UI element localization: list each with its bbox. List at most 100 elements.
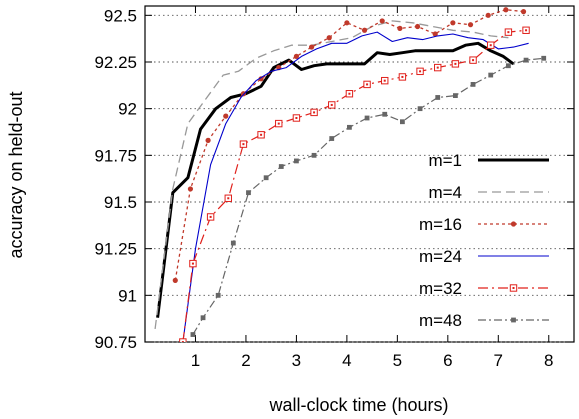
data-point [488, 72, 494, 78]
data-point [258, 76, 264, 82]
legend-entry: m=32 [419, 279, 549, 298]
legend-entry: m=4 [428, 183, 549, 202]
data-point-center [209, 215, 212, 218]
y-tick-label: 92 [118, 100, 137, 119]
data-point [172, 277, 178, 283]
data-point-center [472, 59, 475, 62]
data-point [364, 115, 370, 121]
data-point [470, 82, 476, 87]
series-line [154, 20, 509, 329]
series-line [156, 41, 515, 318]
legend-entry: m=16 [419, 215, 549, 234]
data-point-center [454, 62, 457, 65]
legend-marker [511, 317, 516, 323]
data-point [190, 332, 196, 337]
data-point-center [260, 133, 263, 136]
data-point [205, 137, 211, 143]
data-point-center [227, 197, 230, 200]
data-point [467, 22, 474, 28]
series-0 [156, 41, 515, 318]
data-point [505, 63, 511, 69]
y-tick-label: 91 [118, 286, 137, 305]
data-point [541, 55, 547, 61]
x-tick-label: 8 [544, 351, 553, 370]
data-point-center [525, 29, 528, 32]
x-tick-label: 6 [443, 351, 452, 370]
data-point [215, 292, 221, 298]
series-3 [182, 31, 529, 342]
data-point [400, 119, 405, 125]
legend-label: m=4 [428, 183, 462, 202]
data-point [329, 136, 335, 141]
data-point [223, 113, 229, 119]
data-point [417, 106, 423, 112]
data-point [347, 124, 352, 130]
series-line [182, 31, 529, 342]
data-point [450, 20, 456, 26]
y-tick-label: 91.5 [104, 193, 137, 212]
y-tick-label: 90.75 [94, 333, 137, 352]
data-point-center [295, 117, 298, 119]
legend-marker [510, 221, 517, 227]
data-point [523, 57, 529, 63]
data-point [361, 27, 368, 33]
data-point [293, 53, 300, 60]
legend-label: m=16 [419, 215, 462, 234]
data-point [397, 25, 403, 31]
data-point-center [401, 75, 404, 78]
data-point [326, 35, 332, 41]
data-point [246, 190, 251, 196]
y-axis-label: accuracy on held-out [6, 91, 26, 258]
series-layer [154, 7, 547, 342]
data-point [278, 164, 284, 169]
data-point-center [436, 66, 439, 69]
x-tick-label: 1 [191, 351, 200, 370]
x-tick-label: 5 [393, 351, 402, 370]
data-point-center [489, 44, 492, 47]
data-point-center [242, 143, 245, 146]
data-point [294, 158, 299, 164]
data-point-center [419, 70, 422, 73]
data-point [200, 315, 206, 321]
series-1 [154, 20, 509, 329]
series-2 [172, 7, 527, 283]
legend-label: m=48 [419, 311, 462, 330]
data-point [379, 18, 385, 24]
legend-entry: m=1 [428, 151, 549, 170]
legend-marker-center [512, 287, 515, 289]
data-point-center [191, 262, 194, 265]
data-point [414, 23, 421, 30]
y-tick-label: 92.5 [104, 6, 137, 25]
data-point [308, 44, 315, 50]
legend-entry: m=48 [419, 311, 549, 330]
x-tick-label: 7 [494, 351, 503, 370]
data-point-center [330, 103, 333, 106]
data-point [230, 240, 236, 246]
data-point-center [181, 341, 184, 342]
data-point [179, 338, 187, 342]
data-point [432, 31, 438, 37]
data-point-center [383, 79, 386, 82]
data-point [520, 9, 527, 15]
y-tick-label: 91.25 [94, 240, 137, 259]
data-point [485, 12, 491, 18]
data-point [382, 111, 388, 117]
data-point [263, 175, 269, 181]
legend: m=1 m=4 m=16 m=24 m=32 m=48 [419, 151, 549, 330]
series-4 [179, 26, 530, 342]
x-tick-label: 4 [342, 351, 351, 370]
axis-ticks: 90.75 91 91.25 91.5 91.75 92 92.25 92.5 1 2 3 4 5 6 7 8 [94, 6, 574, 370]
series-line [174, 9, 524, 281]
x-axis-label: wall-clock time (hours) [268, 395, 448, 415]
data-point [503, 7, 509, 13]
legend-label: m=1 [428, 151, 462, 170]
series-line [192, 57, 544, 335]
x-tick-label: 3 [292, 351, 301, 370]
data-point [435, 95, 441, 100]
data-point-center [348, 92, 351, 95]
legend-label: m=24 [419, 247, 462, 266]
data-point [344, 20, 350, 26]
x-tick-label: 2 [241, 351, 250, 370]
data-point-center [277, 122, 280, 125]
